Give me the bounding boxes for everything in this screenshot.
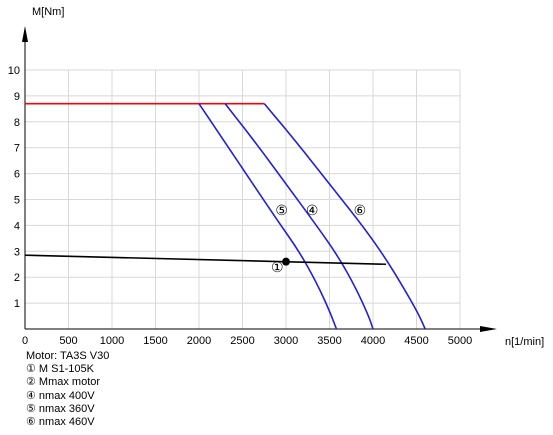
curve-annotation: ⑥ xyxy=(354,202,367,218)
y-tick-label: 8 xyxy=(14,117,20,129)
x-axis-label: n[1/min] xyxy=(505,336,544,348)
y-tick-label: 4 xyxy=(14,220,20,232)
y-axis-arrow xyxy=(22,26,28,42)
legend-motor-line: Motor: TA3S V30 xyxy=(26,350,110,362)
y-tick-label: 7 xyxy=(14,143,20,155)
x-tick-label: 4000 xyxy=(361,335,385,347)
y-tick-label: 3 xyxy=(14,246,20,258)
x-axis-arrow xyxy=(480,326,497,332)
legend-line-4: ④ nmax 400V xyxy=(26,389,95,402)
y-tick-label: 9 xyxy=(14,91,20,103)
x-tick-label: 2500 xyxy=(230,335,254,347)
chart-labels: 0 500 1000 1500 2000 2500 3000 3500 4000 4500 5000… xyxy=(8,6,544,348)
x-tick-label: 1000 xyxy=(100,335,124,347)
chart-grid xyxy=(25,69,461,329)
legend-line-6: ⑥ nmax 460V xyxy=(26,416,95,429)
legend-line-2: ② Mmax motor xyxy=(26,376,101,389)
curve-annotation: ① xyxy=(271,259,284,275)
legend: Motor: TA3S V30 ① M S1-105K ② Mmax motor… xyxy=(26,350,109,429)
operating-point xyxy=(282,257,290,266)
curve-annotation: ⑤ xyxy=(275,202,288,218)
y-tick-label: 2 xyxy=(14,272,20,284)
series-line-3 xyxy=(263,103,426,330)
x-tick-label: 3000 xyxy=(274,335,298,347)
series-line-1 xyxy=(198,103,338,330)
y-tick-label: 5 xyxy=(14,195,20,207)
y-axis-label: M[Nm] xyxy=(32,6,64,18)
y-tick-label: 1 xyxy=(14,298,20,310)
x-tick-label: 0 xyxy=(22,335,28,347)
chart-series xyxy=(24,102,426,330)
x-tick-label: 500 xyxy=(59,335,77,347)
legend-line-5: ⑤ nmax 360V xyxy=(26,402,95,415)
x-tick-label: 1500 xyxy=(143,335,167,347)
x-tick-label: 3500 xyxy=(317,335,341,347)
y-tick-label: 10 xyxy=(8,65,20,77)
curve-annotation: ④ xyxy=(306,202,319,218)
x-tick-label: 2000 xyxy=(187,335,211,347)
chart-axes xyxy=(22,26,497,332)
x-tick-label: 5000 xyxy=(448,335,472,347)
series-line-4 xyxy=(24,254,387,266)
legend-line-1: ① M S1-105K xyxy=(26,363,94,376)
y-tick-label: 6 xyxy=(14,169,20,181)
series-line-2 xyxy=(224,103,374,330)
x-tick-label: 4500 xyxy=(404,335,428,347)
